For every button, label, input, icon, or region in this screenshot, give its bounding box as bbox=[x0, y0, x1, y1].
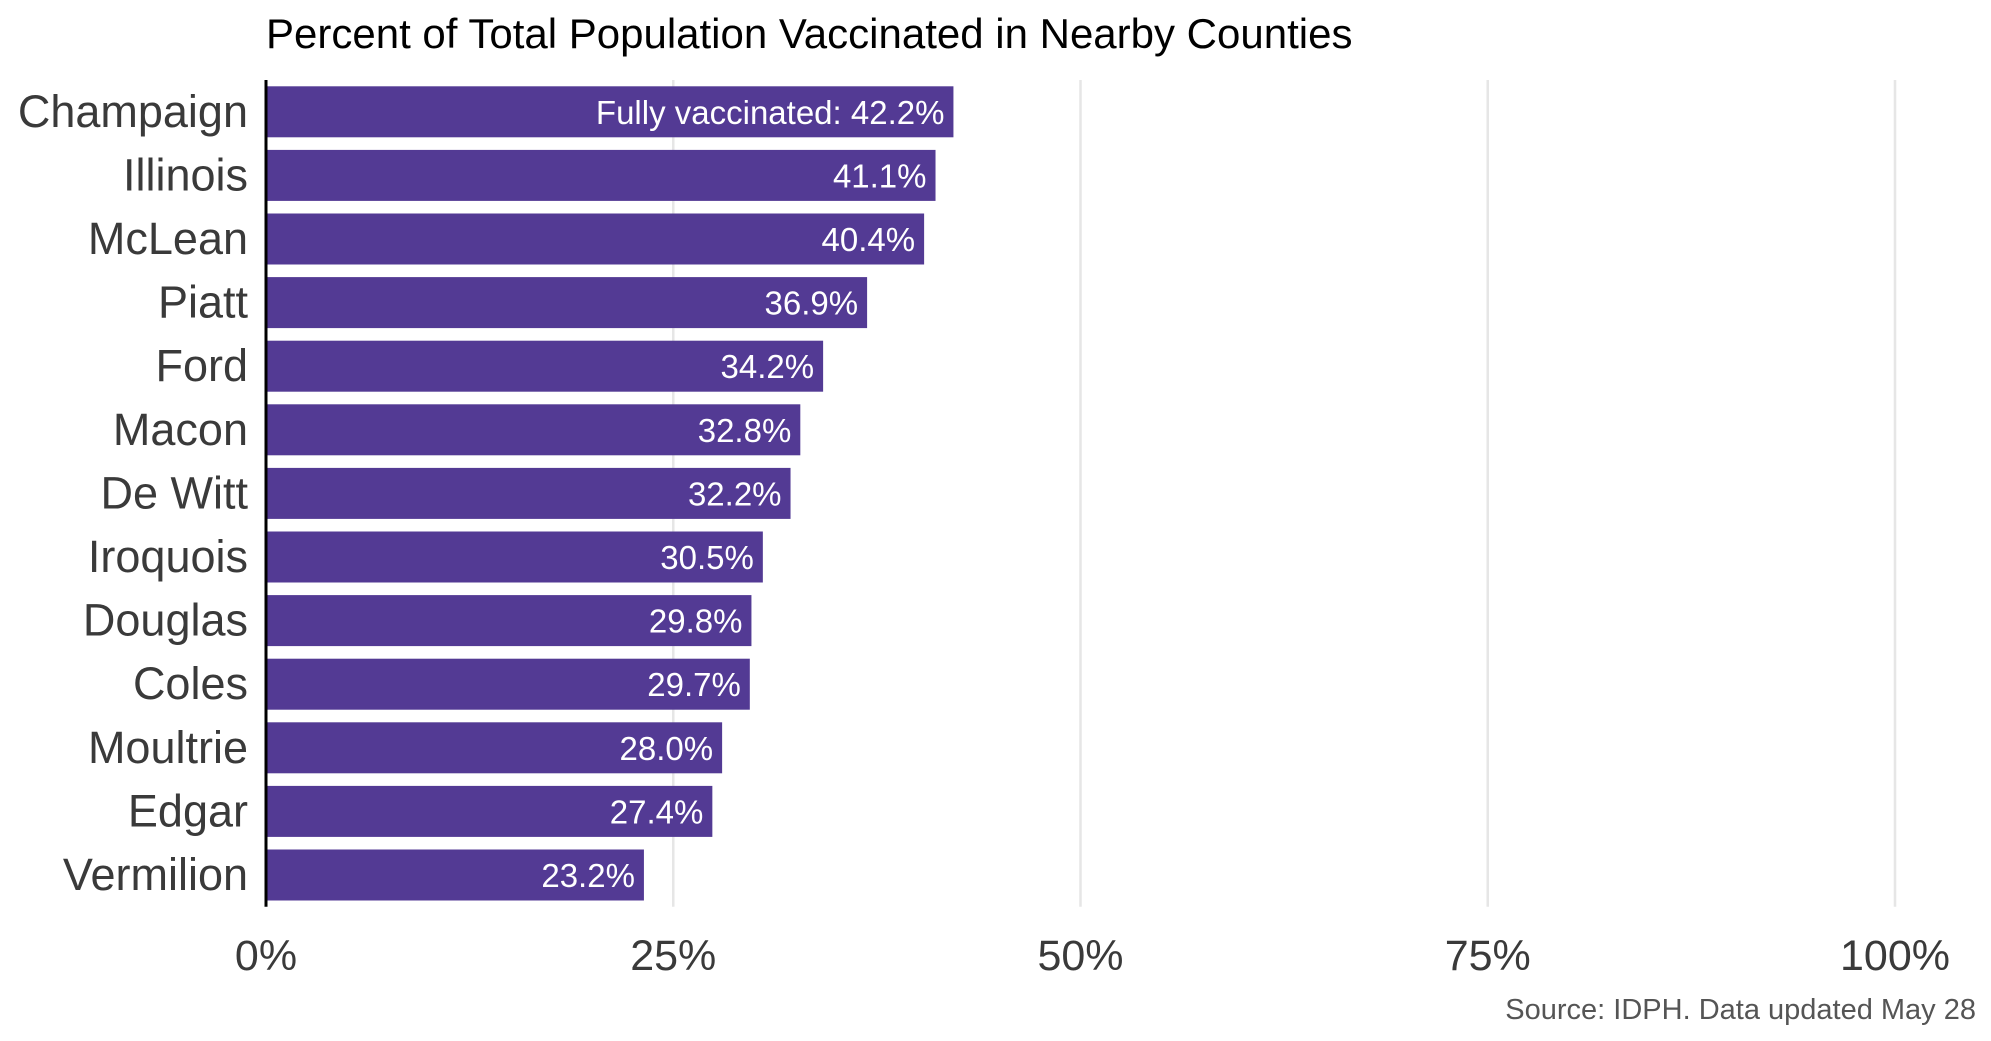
bar-iroquois bbox=[266, 531, 763, 583]
value-label-ford: 34.2% bbox=[721, 348, 815, 385]
bar-macon bbox=[266, 404, 801, 456]
category-label-ford: Ford bbox=[155, 340, 248, 391]
source-caption: Source: IDPH. Data updated May 28 bbox=[1505, 994, 1976, 1026]
category-label-iroquois: Iroquois bbox=[88, 531, 248, 582]
bar-ford bbox=[266, 340, 824, 392]
bar-piatt bbox=[266, 277, 868, 329]
x-tick-label-25: 25% bbox=[630, 932, 716, 980]
bar-illinois bbox=[266, 149, 936, 201]
category-label-de-witt: De Witt bbox=[100, 467, 248, 518]
value-labels: Fully vaccinated: 42.2% 41.1% 40.4% 36.9% 34… bbox=[541, 94, 944, 894]
bar-champaign bbox=[266, 86, 954, 138]
value-label-vermilion: 23.2% bbox=[541, 857, 635, 894]
x-tick-label-75: 75% bbox=[1445, 932, 1531, 980]
category-label-moultrie: Moultrie bbox=[88, 722, 248, 773]
bar-coles bbox=[266, 658, 750, 710]
category-label-edgar: Edgar bbox=[128, 785, 248, 836]
value-label-iroquois: 30.5% bbox=[660, 539, 754, 576]
category-label-mclean: McLean bbox=[88, 213, 248, 264]
value-label-de-witt: 32.2% bbox=[688, 475, 782, 512]
bar-douglas bbox=[266, 595, 752, 647]
value-label-coles: 29.7% bbox=[647, 666, 741, 703]
bar-de-witt bbox=[266, 467, 791, 519]
bar-vermilion bbox=[266, 849, 644, 901]
category-label-coles: Coles bbox=[133, 658, 248, 709]
x-tick-label-50: 50% bbox=[1037, 932, 1123, 980]
bar-edgar bbox=[266, 785, 713, 837]
x-tick-label-100: 100% bbox=[1840, 932, 1950, 980]
category-label-champaign: Champaign bbox=[18, 86, 248, 137]
value-label-moultrie: 28.0% bbox=[620, 730, 714, 767]
x-tick-labels: 0% 25% 50% 75% 100% bbox=[235, 932, 1950, 980]
bar-moultrie bbox=[266, 722, 723, 774]
category-labels: Champaign Illinois McLean Piatt Ford Macon De … bbox=[18, 86, 249, 900]
value-label-champaign: Fully vaccinated: 42.2% bbox=[596, 94, 945, 131]
chart-title: Percent of Total Population Vaccinated i… bbox=[266, 10, 1352, 57]
bar-mclean bbox=[266, 213, 925, 265]
value-label-piatt: 36.9% bbox=[765, 285, 859, 322]
x-tick-label-0: 0% bbox=[235, 932, 297, 980]
value-label-edgar: 27.4% bbox=[610, 793, 704, 830]
value-label-douglas: 29.8% bbox=[649, 603, 743, 640]
category-label-illinois: Illinois bbox=[123, 149, 248, 200]
bars bbox=[266, 86, 954, 901]
category-label-macon: Macon bbox=[113, 404, 248, 455]
category-label-piatt: Piatt bbox=[158, 277, 249, 328]
value-label-macon: 32.8% bbox=[698, 412, 792, 449]
value-label-illinois: 41.1% bbox=[833, 157, 927, 194]
category-label-vermilion: Vermilion bbox=[63, 849, 248, 900]
category-label-douglas: Douglas bbox=[83, 595, 248, 646]
gridlines bbox=[672, 80, 1897, 907]
value-label-mclean: 40.4% bbox=[822, 221, 916, 258]
